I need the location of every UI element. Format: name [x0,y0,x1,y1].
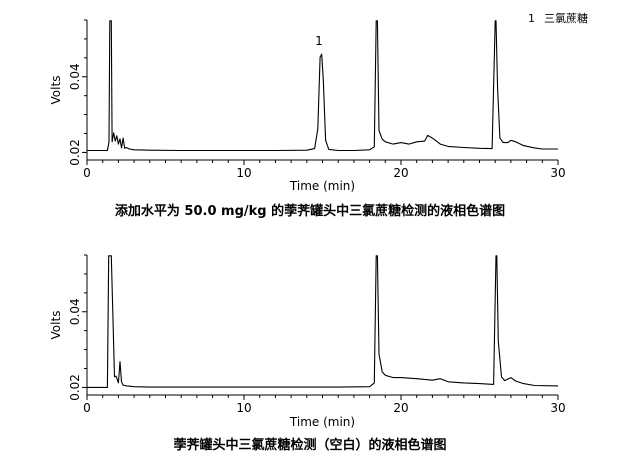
x-tick-label: 0 [83,401,91,415]
x-axis-title: Time (min) [289,415,355,429]
blank-chromatogram: 0 10 20 30 0.02 0.04 Time (min) Volts 荸荠罐头中三氯蔗糖检… [49,254,566,453]
x-tick-label: 30 [550,401,565,415]
chart-caption: 添加水平为 50.0 mg/kg 的荸荠罐头中三氯蔗糖检测的液相色谱图 [115,203,505,219]
legend-marker: 1 [528,12,535,25]
x-tick-label: 0 [83,166,91,180]
x-axis-title: Time (min) [289,179,355,193]
x-tick-label: 20 [393,401,408,415]
legend-label: 三氯蔗糖 [544,11,588,25]
chart-caption: 荸荠罐头中三氯蔗糖检测（空白）的液相色谱图 [173,437,446,453]
y-tick-label: 0.02 [68,139,82,166]
spiked-chromatogram: 0 10 20 30 0.02 0.04 Time (min) Volts 1 添加水平为 50.… [49,19,566,219]
x-tick-label: 30 [550,166,565,180]
y-tick-label: 0.04 [68,298,82,325]
y-tick-label: 0.02 [68,374,82,401]
y-tick-label: 0.04 [68,63,82,90]
x-tick-label: 10 [236,401,251,415]
peak-label: 1 [315,34,323,48]
chromatogram-trace [87,255,559,388]
x-tick-label: 10 [236,166,251,180]
y-axis-title: Volts [49,311,63,340]
y-axis-title: Volts [49,76,63,105]
legend: 1 三氯蔗糖 [528,11,588,25]
x-tick-label: 20 [393,166,408,180]
chromatogram-trace [87,20,558,152]
